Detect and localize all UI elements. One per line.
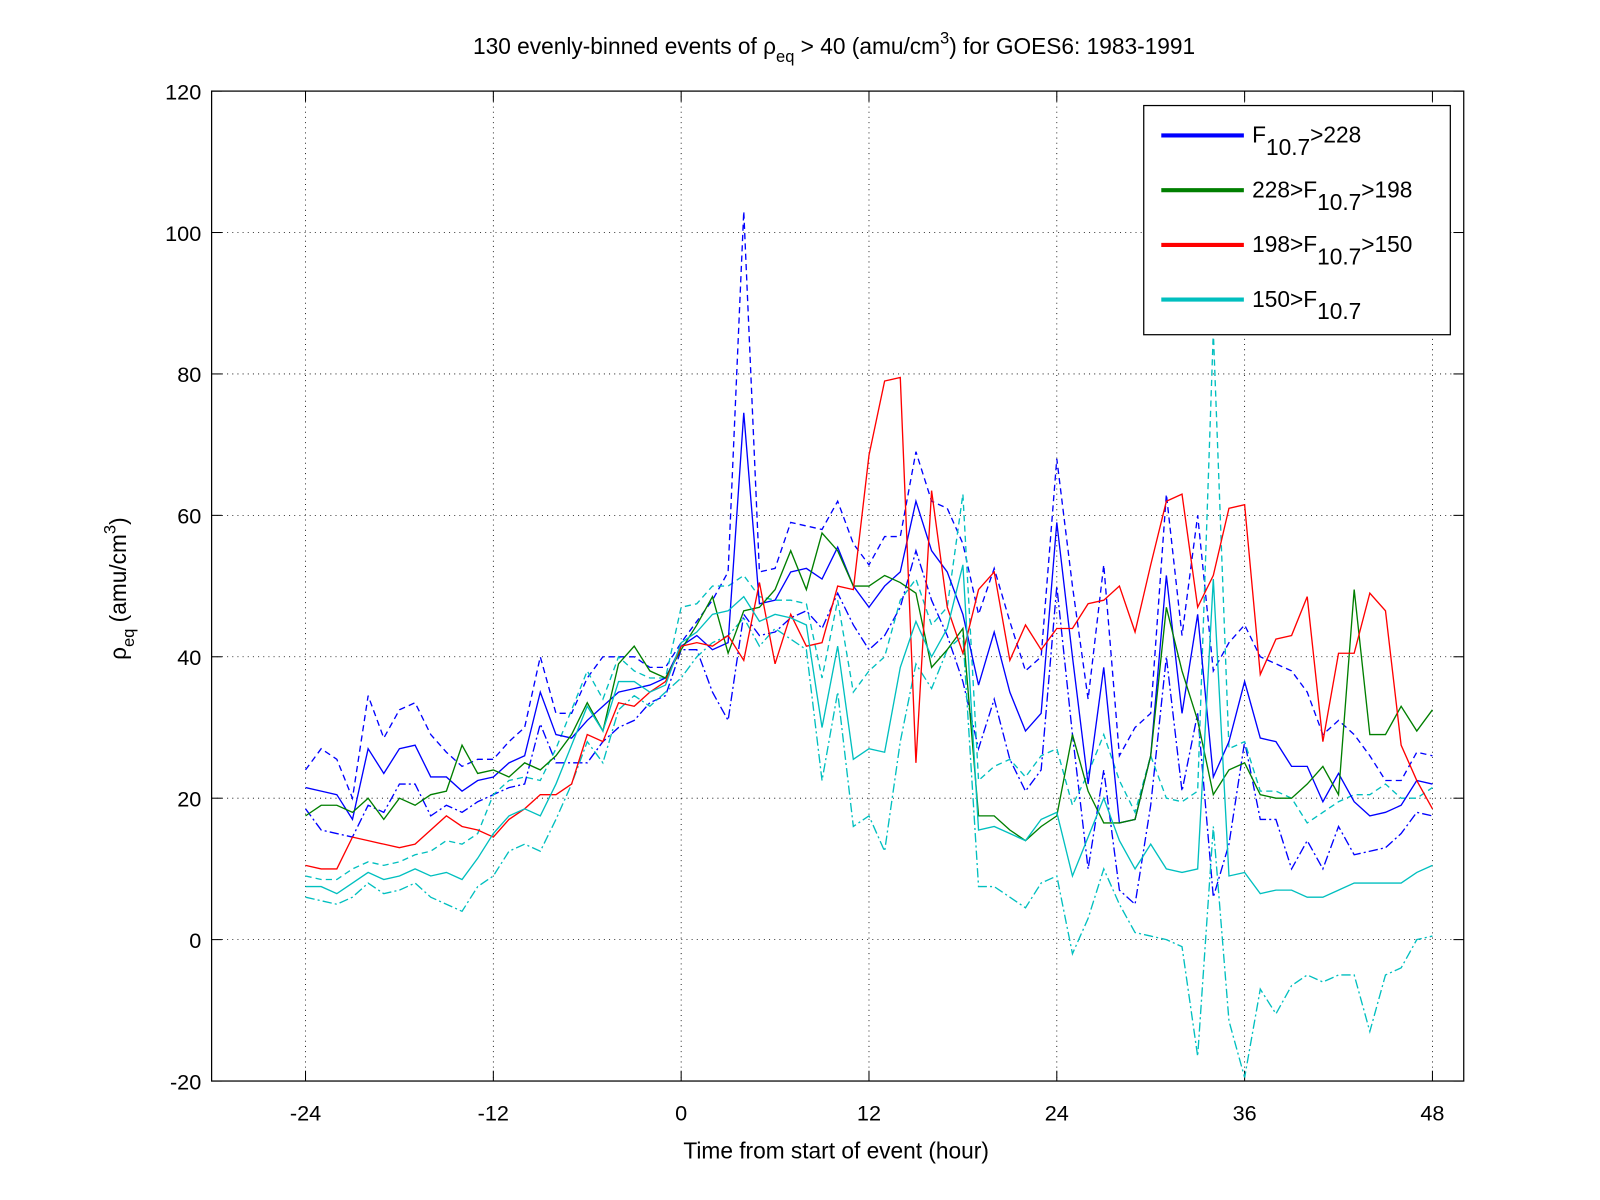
y-tick-label: 40 bbox=[177, 645, 201, 670]
title-sup: 3 bbox=[940, 30, 949, 48]
series-line bbox=[304, 211, 1433, 801]
y-axis-label: ρeq (amu/cm3) bbox=[102, 517, 139, 660]
legend-subscript: 10.7 bbox=[1317, 244, 1361, 270]
legend-text: 198>F bbox=[1252, 231, 1317, 257]
x-tick-label: -12 bbox=[478, 1100, 509, 1125]
series-line bbox=[305, 331, 1433, 881]
legend-box bbox=[1143, 104, 1451, 336]
legend-label: 198>F10.7>150 bbox=[1252, 231, 1412, 269]
y-label-sup: 3 bbox=[102, 525, 120, 534]
series-line bbox=[305, 531, 1433, 842]
x-tick-label: 36 bbox=[1233, 1100, 1257, 1125]
y-tick-label: 80 bbox=[177, 362, 201, 387]
series-line bbox=[305, 376, 1434, 870]
y-label-text: ) bbox=[105, 517, 131, 525]
y-tick-label: 100 bbox=[165, 221, 201, 246]
y-tick-label: -20 bbox=[170, 1069, 201, 1094]
x-axis-label: Time from start of event (hour) bbox=[683, 1137, 989, 1163]
legend-label: F10.7>228 bbox=[1252, 122, 1361, 160]
legend-subscript: 10.7 bbox=[1317, 189, 1361, 215]
legend-subscript: 10.7 bbox=[1317, 298, 1361, 324]
x-tick-label: -24 bbox=[290, 1100, 321, 1125]
series-line bbox=[305, 616, 1433, 1078]
legend-text: >150 bbox=[1361, 231, 1412, 257]
y-label-sub: eq bbox=[120, 629, 138, 647]
y-label-text: (amu/cm bbox=[105, 534, 131, 629]
y-tick-label: 20 bbox=[177, 786, 201, 811]
title-text: > 40 (amu/cm bbox=[794, 33, 940, 59]
y-label-text: ρ bbox=[105, 647, 131, 660]
series-line bbox=[305, 412, 1433, 824]
axes-frame bbox=[210, 90, 1465, 1082]
legend-text: >198 bbox=[1361, 176, 1412, 202]
x-tick-label: 12 bbox=[857, 1100, 881, 1125]
legend-subscript: 10.7 bbox=[1266, 134, 1310, 160]
x-tick-label: 24 bbox=[1045, 1100, 1069, 1125]
title-text: ) for GOES6: 1983-1991 bbox=[949, 33, 1195, 59]
y-tick-label: 120 bbox=[165, 79, 201, 104]
title-text: 130 evenly-binned events of ρ bbox=[473, 33, 776, 59]
legend-text: 150>F bbox=[1252, 286, 1317, 312]
chart-title: 130 evenly-binned events of ρeq > 40 (am… bbox=[473, 30, 1195, 67]
legend-text: F bbox=[1252, 122, 1266, 148]
series-line bbox=[305, 564, 1433, 898]
title-sub: eq bbox=[776, 48, 794, 66]
x-tick-label: 48 bbox=[1420, 1100, 1444, 1125]
y-tick-label: 60 bbox=[177, 504, 201, 529]
legend-label: 228>F10.7>198 bbox=[1252, 176, 1412, 214]
legend-text: >228 bbox=[1310, 122, 1361, 148]
legend-text: 228>F bbox=[1252, 176, 1317, 202]
y-tick-label: 0 bbox=[189, 928, 201, 953]
x-tick-label: 0 bbox=[675, 1100, 687, 1125]
legend-label: 150>F10.7 bbox=[1252, 286, 1361, 324]
